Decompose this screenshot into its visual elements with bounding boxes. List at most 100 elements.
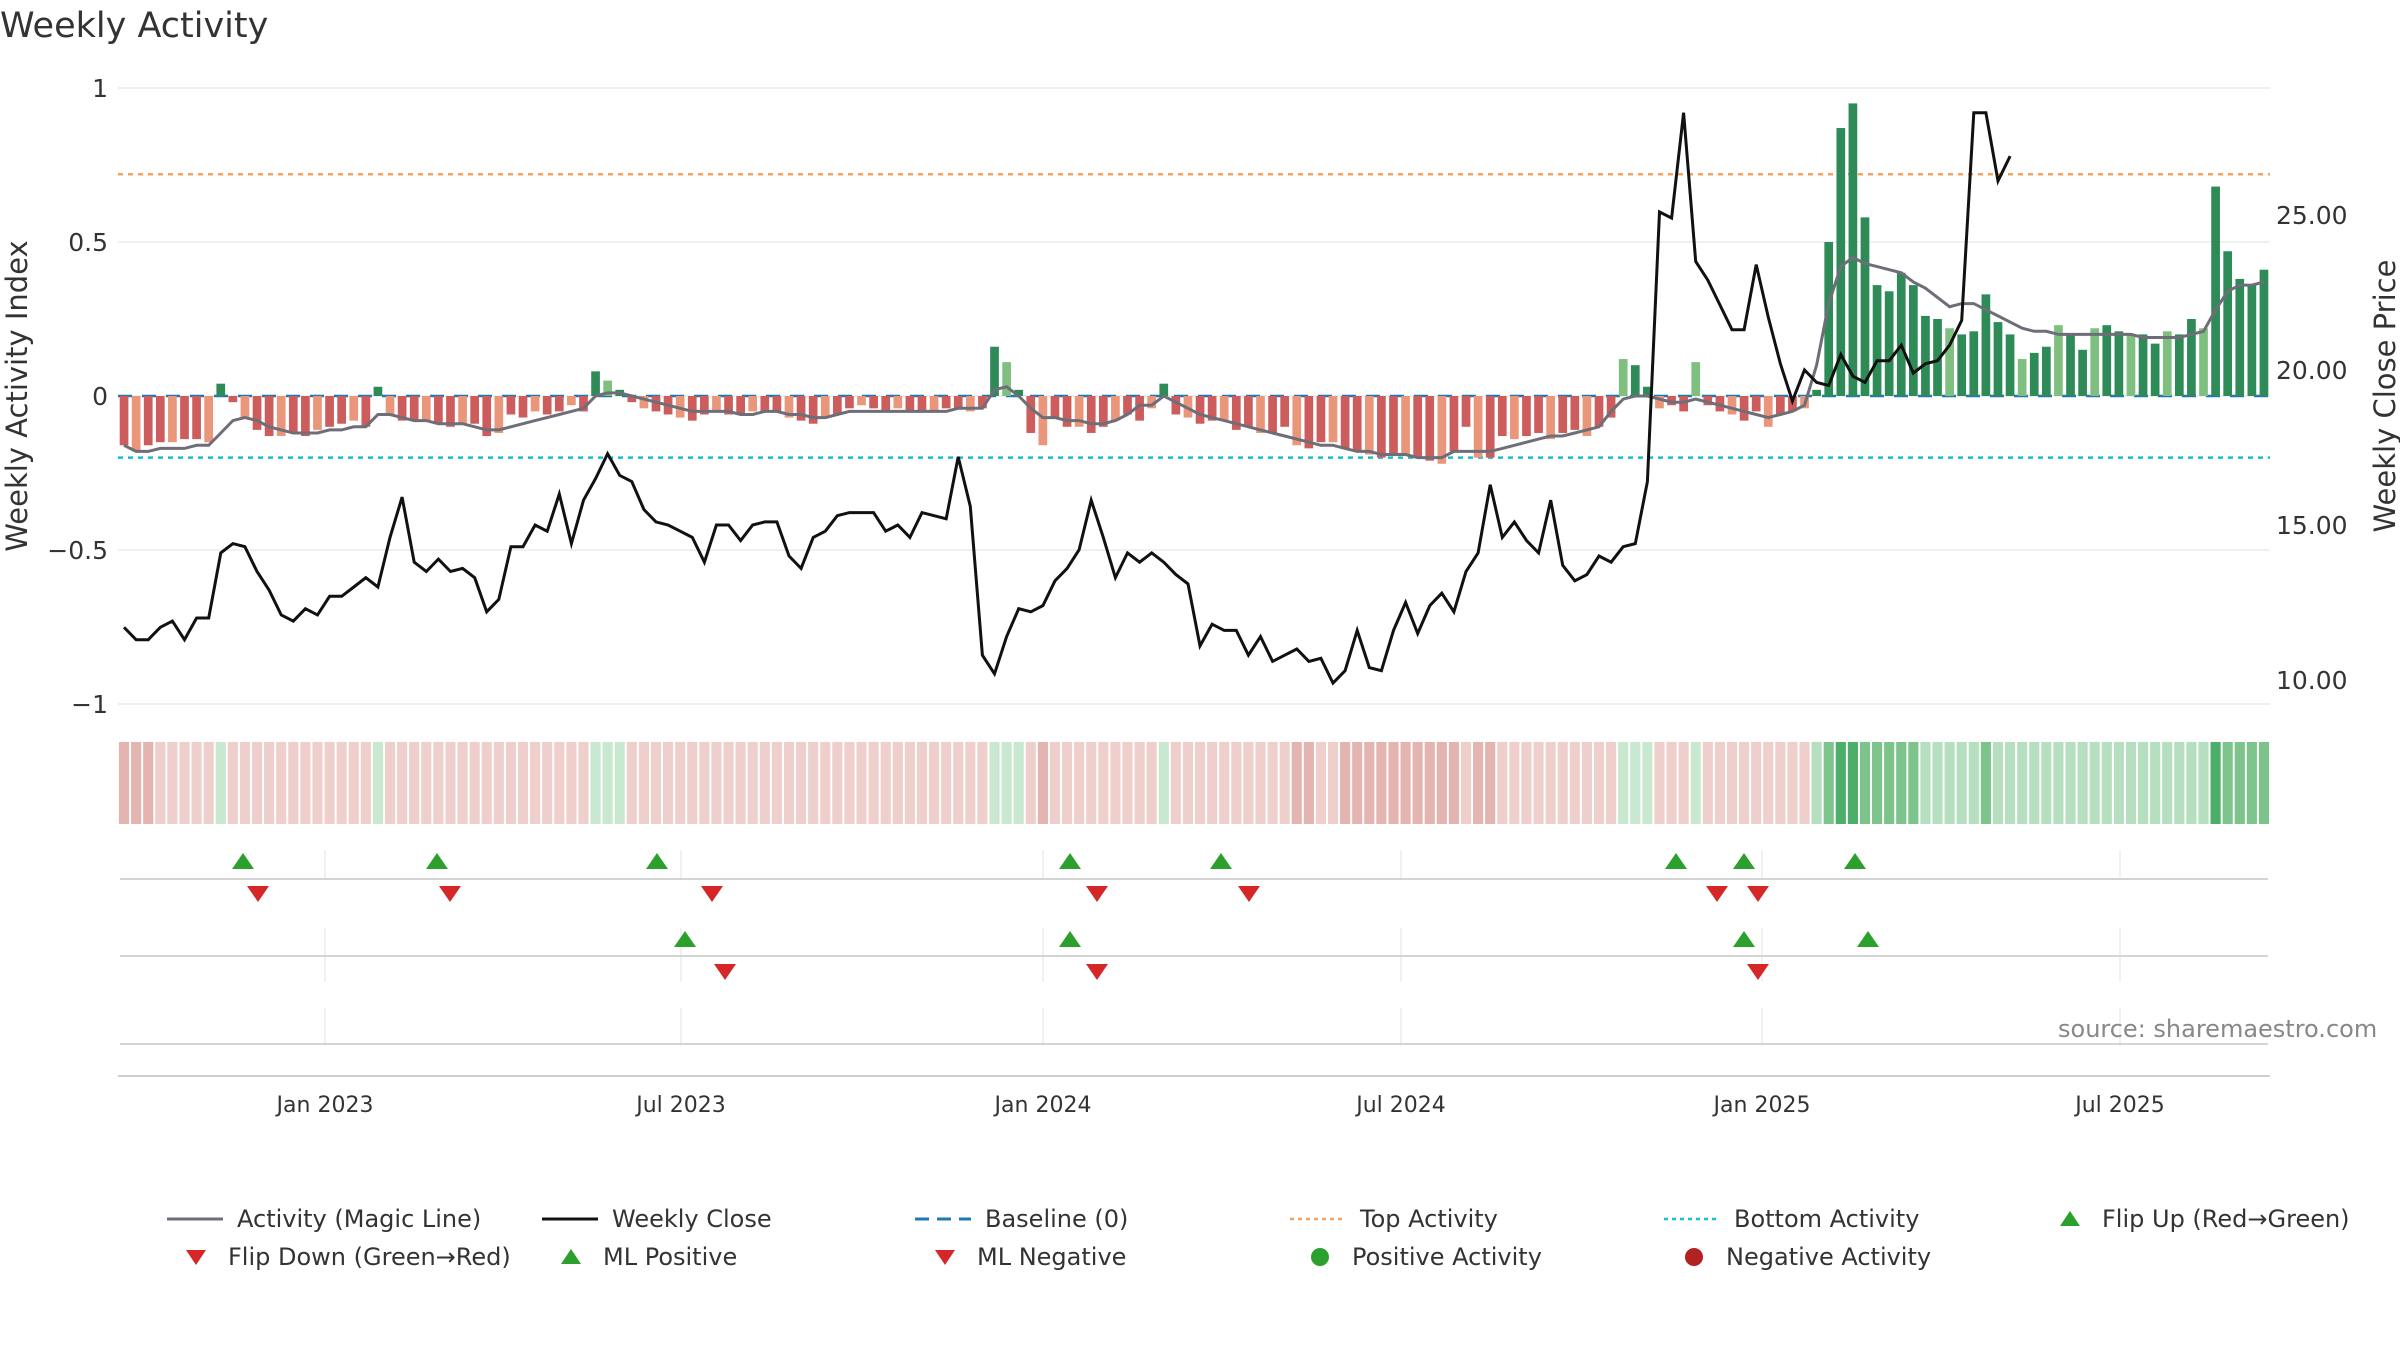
activity-bar xyxy=(1981,294,1991,396)
activity-bar xyxy=(2029,352,2039,396)
ribbon-cell xyxy=(1545,742,1556,824)
ribbon-cell xyxy=(650,742,662,824)
legend-weekly-close: Weekly Close xyxy=(540,1205,772,1233)
activity-bar xyxy=(1389,396,1398,455)
ribbon-cell xyxy=(1606,742,1617,824)
ribbon-cell xyxy=(1714,742,1725,824)
magic-line xyxy=(123,255,2265,460)
ribbon-cell xyxy=(1388,742,1399,824)
ribbon-cell xyxy=(239,742,251,824)
flip-down-icon xyxy=(186,1250,206,1265)
ribbon-cell xyxy=(288,742,299,824)
ribbon-cell xyxy=(1944,742,1955,824)
ribbon-cell xyxy=(1170,742,1181,824)
activity-bar xyxy=(1546,396,1556,440)
activity-bar xyxy=(869,396,878,409)
ribbon-cell xyxy=(1436,742,1447,824)
activity-bar xyxy=(1606,396,1616,418)
activity-bar xyxy=(1316,396,1326,443)
ribbon-cell xyxy=(433,742,444,824)
ribbon-cell xyxy=(1098,742,1109,824)
activity-bar xyxy=(1364,396,1374,455)
activity-bars xyxy=(119,103,2269,464)
ribbon-cell xyxy=(1122,742,1133,824)
activity-bar xyxy=(603,380,612,396)
ribbon-cell xyxy=(1775,742,1786,824)
ribbon-cell xyxy=(372,742,384,824)
ribbon-cell xyxy=(1739,742,1750,824)
flip-up-marker xyxy=(1665,853,1687,869)
ribbon-cell xyxy=(735,742,746,824)
ribbon-cell xyxy=(2077,742,2088,824)
activity-bar xyxy=(2041,346,2051,396)
ribbon-cell xyxy=(880,742,891,824)
ribbon-cell xyxy=(1509,742,1520,824)
ribbon-cell xyxy=(1799,742,1810,824)
ribbon-cell xyxy=(687,742,698,824)
y2-tick-label: 20.00 xyxy=(2276,356,2348,385)
reference-lines xyxy=(118,172,2270,459)
ribbon-cell xyxy=(1872,742,1883,824)
activity-bar xyxy=(591,371,600,396)
flip-down-marker xyxy=(439,886,461,902)
signal-markers xyxy=(232,853,1879,980)
activity-bar xyxy=(917,396,927,412)
activity-bar xyxy=(845,396,854,409)
ribbon-cell xyxy=(699,742,710,824)
ribbon-cell xyxy=(1533,742,1544,824)
activity-bar xyxy=(1618,359,1628,396)
activity-bar xyxy=(567,396,576,406)
ribbon-cell xyxy=(1219,742,1230,824)
activity-bar xyxy=(1812,389,1821,396)
ribbon-cell xyxy=(505,742,516,824)
ribbon-cell xyxy=(530,742,541,824)
ribbon-cell xyxy=(638,742,649,824)
ribbon-cell xyxy=(1666,742,1677,824)
activity-bar xyxy=(2174,334,2184,396)
ribbon-cell xyxy=(1049,742,1061,824)
activity-bar xyxy=(337,396,347,424)
flip-up-marker xyxy=(1210,853,1232,869)
activity-bar xyxy=(1074,396,1084,427)
activity-bar xyxy=(1933,319,1942,396)
ribbon-cell xyxy=(1968,742,1979,824)
activity-bar xyxy=(736,396,745,415)
flip-down-marker xyxy=(1747,886,1769,902)
legend-bottom-activity: Bottom Activity xyxy=(1662,1205,1919,1233)
legend-flip-up: Flip Up (Red→Green) xyxy=(2050,1205,2350,1233)
ribbon-cell xyxy=(892,742,903,824)
activity-bar xyxy=(1896,272,1906,396)
activity-bar xyxy=(554,396,564,412)
ribbon-cell xyxy=(2101,742,2112,824)
ribbon-cell xyxy=(2186,742,2197,824)
activity-bar xyxy=(494,396,504,433)
activity-bar xyxy=(119,396,129,446)
ribbon-cell xyxy=(626,742,637,824)
activity-bar xyxy=(2247,285,2257,396)
ribbon-cell xyxy=(1061,742,1073,824)
activity-bar xyxy=(1268,396,1277,433)
x-tick-label: Jul 2025 xyxy=(2073,1093,2165,1118)
activity-bar xyxy=(700,396,709,415)
activity-bar xyxy=(1437,396,1447,464)
ribbon-cell xyxy=(2004,742,2016,824)
activity-bar xyxy=(1098,396,1108,427)
activity-bar xyxy=(1256,396,1265,433)
ribbon-cell xyxy=(481,742,492,824)
ribbon-cell xyxy=(1642,742,1653,824)
ribbon-cell xyxy=(179,742,190,824)
flip-down-marker xyxy=(1238,886,1260,902)
activity-bar xyxy=(1002,362,1011,396)
y-tick-label: 0 xyxy=(92,382,108,411)
ribbon-cell xyxy=(602,742,613,824)
ribbon-cell xyxy=(554,742,565,824)
ribbon-cell xyxy=(1001,742,1012,824)
y-tick-label: 1 xyxy=(92,74,108,103)
activity-bar xyxy=(2005,334,2015,396)
ribbon-cell xyxy=(312,742,323,824)
ribbon-cell xyxy=(796,742,807,824)
ribbon-cell xyxy=(711,742,722,824)
ribbon-cell xyxy=(1884,742,1895,824)
activity-bar xyxy=(434,396,443,424)
